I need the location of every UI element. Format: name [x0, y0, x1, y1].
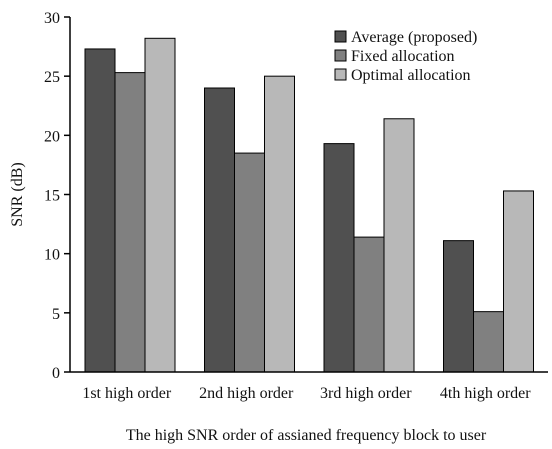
legend-label: Average (proposed) [351, 29, 477, 46]
legend-swatch [334, 30, 347, 43]
x-tick-label: 4th high order [440, 385, 531, 402]
bar-2-4 [473, 311, 504, 373]
y-axis: 0 5 10 15 20 25 30 [44, 10, 71, 382]
legend-swatch [334, 68, 347, 81]
legend-swatch [334, 49, 347, 62]
bar-3-1 [144, 37, 176, 373]
y-tick-label: 30 [44, 10, 60, 27]
x-axis-title: The high SNR order of assianed frequency… [126, 427, 487, 444]
x-tick-label: 3rd high order [320, 385, 412, 402]
x-axis: 1st high order 2nd high order 3rd high ord… [70, 371, 548, 402]
bar-3-2 [264, 75, 295, 373]
y-tick-label: 0 [52, 365, 60, 382]
bars-group [84, 37, 534, 373]
bar-1-2 [204, 87, 235, 373]
bar-2-1 [114, 72, 146, 373]
legend: Average (proposed) Fixed allocation Optima… [334, 29, 477, 84]
y-tick-label: 20 [44, 128, 60, 145]
y-tick-label: 25 [44, 69, 60, 86]
bar-2-2 [234, 152, 265, 373]
y-tick-label: 15 [44, 188, 60, 205]
y-axis-title: SNR (dB) [9, 162, 26, 226]
bar-1-3 [323, 143, 355, 373]
bar-3-3 [383, 118, 415, 373]
bar-1-4 [443, 240, 474, 373]
y-tick-label: 10 [44, 247, 60, 264]
bar-3-4 [503, 190, 534, 373]
bar-2-3 [353, 236, 385, 373]
x-tick-label: 1st high order [82, 385, 172, 402]
bar-1-1 [84, 48, 116, 373]
y-tick-label: 5 [52, 306, 60, 323]
legend-label: Optimal allocation [351, 67, 471, 84]
x-tick-label: 2nd high order [199, 385, 294, 402]
legend-label: Fixed allocation [351, 48, 455, 65]
